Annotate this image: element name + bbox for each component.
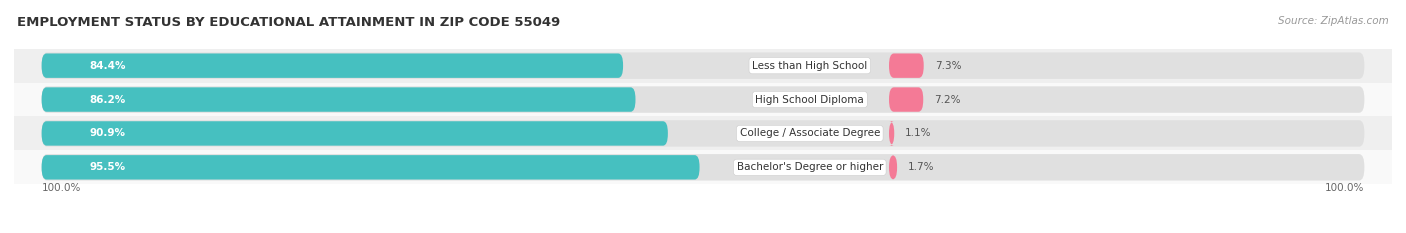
Bar — [14, 49, 1392, 83]
Text: College / Associate Degree: College / Associate Degree — [740, 128, 880, 138]
FancyBboxPatch shape — [42, 154, 1364, 181]
FancyBboxPatch shape — [42, 120, 1364, 147]
FancyBboxPatch shape — [42, 155, 700, 180]
Text: Source: ZipAtlas.com: Source: ZipAtlas.com — [1278, 16, 1389, 26]
Text: 84.4%: 84.4% — [90, 61, 127, 71]
Text: High School Diploma: High School Diploma — [755, 95, 865, 105]
FancyBboxPatch shape — [42, 87, 636, 112]
Text: 1.1%: 1.1% — [905, 128, 932, 138]
FancyBboxPatch shape — [889, 87, 924, 112]
Text: 1.7%: 1.7% — [908, 162, 935, 172]
Text: 7.3%: 7.3% — [935, 61, 962, 71]
FancyBboxPatch shape — [42, 52, 1364, 79]
Bar — [14, 150, 1392, 184]
Bar — [14, 83, 1392, 116]
Text: EMPLOYMENT STATUS BY EDUCATIONAL ATTAINMENT IN ZIP CODE 55049: EMPLOYMENT STATUS BY EDUCATIONAL ATTAINM… — [17, 16, 560, 29]
FancyBboxPatch shape — [42, 86, 1364, 113]
Text: 100.0%: 100.0% — [42, 183, 82, 193]
Text: 95.5%: 95.5% — [90, 162, 127, 172]
Text: 100.0%: 100.0% — [1324, 183, 1364, 193]
Text: Less than High School: Less than High School — [752, 61, 868, 71]
FancyBboxPatch shape — [42, 121, 668, 146]
Bar — [14, 116, 1392, 150]
FancyBboxPatch shape — [889, 155, 897, 180]
Text: 90.9%: 90.9% — [90, 128, 127, 138]
FancyBboxPatch shape — [42, 53, 623, 78]
FancyBboxPatch shape — [889, 121, 894, 146]
Text: 7.2%: 7.2% — [934, 95, 960, 105]
Text: Bachelor's Degree or higher: Bachelor's Degree or higher — [737, 162, 883, 172]
Text: 86.2%: 86.2% — [90, 95, 127, 105]
FancyBboxPatch shape — [889, 53, 924, 78]
